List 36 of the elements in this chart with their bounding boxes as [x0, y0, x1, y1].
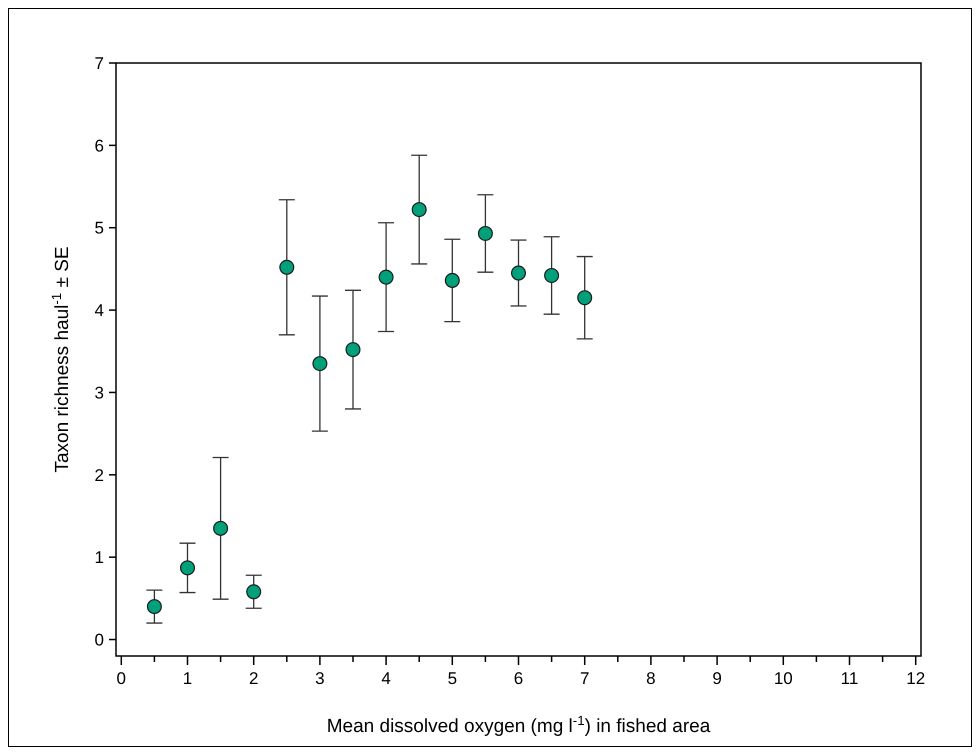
- point: [345, 342, 361, 358]
- x-tick-label: 1: [182, 669, 192, 688]
- point: [412, 202, 427, 218]
- point: [478, 226, 493, 241]
- x-tick-label: 12: [906, 669, 926, 688]
- y-tick-label: 2: [94, 466, 104, 485]
- x-tick-label: 9: [712, 669, 722, 688]
- point: [146, 599, 162, 614]
- x-tick-label: 2: [248, 669, 258, 688]
- x-tick-label: 8: [646, 669, 656, 688]
- point: [510, 266, 526, 281]
- point: [246, 584, 262, 600]
- x-tick-label: 11: [840, 669, 858, 688]
- point: [279, 260, 294, 275]
- x-tick-label: 5: [448, 669, 458, 688]
- point: [544, 268, 560, 283]
- point: [213, 520, 228, 536]
- y-tick-label: 5: [94, 218, 104, 238]
- y-tick-label: 4: [94, 301, 104, 320]
- x-tick-label: 0: [116, 669, 126, 688]
- point: [378, 270, 394, 285]
- point: [180, 560, 196, 576]
- y-tick-label: 7: [94, 54, 104, 73]
- x-tick-label: 7: [580, 669, 590, 688]
- x-tick-label: 4: [381, 669, 391, 688]
- x-tick-label: 10: [774, 669, 793, 688]
- x-tick-label: 6: [514, 669, 524, 688]
- y-tick-label: 0: [94, 630, 104, 650]
- y-tick-label: 1: [94, 548, 104, 568]
- x-axis-title: Mean dissolved oxygen (mg l$^{-1}$) in fished area: [326, 712, 711, 737]
- point: [312, 356, 328, 372]
- y-tick-label: 6: [94, 136, 104, 156]
- x-tick-label: 3: [315, 669, 325, 688]
- point: [444, 272, 460, 288]
- point: [577, 290, 592, 306]
- y-tick-label: 3: [94, 383, 104, 402]
